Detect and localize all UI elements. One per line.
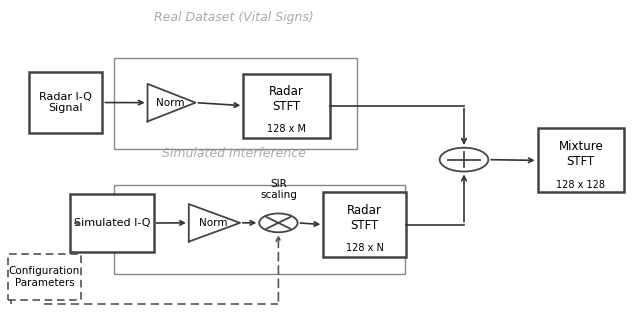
Text: 128 x N: 128 x N: [346, 243, 384, 253]
Text: Radar
STFT: Radar STFT: [269, 85, 304, 113]
Text: 128 x 128: 128 x 128: [556, 180, 605, 190]
Text: Simulated I-Q: Simulated I-Q: [74, 218, 150, 228]
FancyBboxPatch shape: [8, 254, 81, 300]
Text: Radar
STFT: Radar STFT: [348, 204, 382, 232]
FancyBboxPatch shape: [243, 74, 330, 138]
Text: 128 x M: 128 x M: [267, 124, 306, 134]
FancyBboxPatch shape: [114, 58, 357, 149]
Text: Norm: Norm: [156, 98, 184, 108]
Text: Mixture
STFT: Mixture STFT: [559, 140, 603, 167]
FancyBboxPatch shape: [70, 194, 154, 252]
Text: SIR
scaling: SIR scaling: [260, 178, 297, 200]
Text: Radar I-Q
Signal: Radar I-Q Signal: [39, 92, 92, 113]
FancyBboxPatch shape: [29, 72, 102, 133]
Text: Configuration
Parameters: Configuration Parameters: [9, 266, 80, 288]
FancyBboxPatch shape: [114, 185, 405, 274]
Text: Simulated Interference: Simulated Interference: [162, 147, 305, 160]
Text: Norm: Norm: [199, 218, 227, 228]
FancyBboxPatch shape: [323, 192, 406, 257]
Text: Real Dataset (Vital Signs): Real Dataset (Vital Signs): [154, 11, 314, 24]
FancyBboxPatch shape: [538, 128, 624, 192]
